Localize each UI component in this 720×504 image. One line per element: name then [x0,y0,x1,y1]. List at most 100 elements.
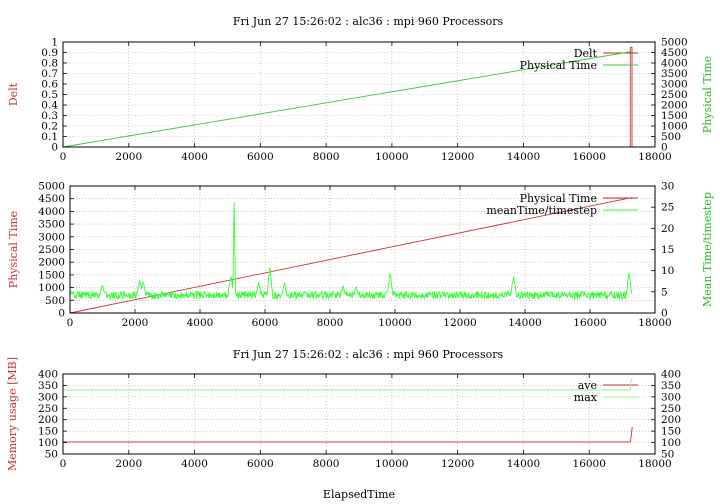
y-tick-label: 400 [38,369,58,381]
y-tick-label: 0.4 [41,100,58,112]
x-tick-label: 12000 [441,458,474,470]
series-line-2 [63,377,633,391]
y2-tick-label: 150 [661,426,681,438]
series-line-2 [62,51,633,148]
y-tick-label: 0 [58,308,65,320]
x-tick-label: 14000 [507,458,540,470]
y2-tick-label: 350 [661,380,681,392]
y-axis-label: Memory usage [MB] [6,357,19,471]
x-tick-label: 12000 [441,151,474,163]
y2-tick-label: 200 [661,414,681,426]
series-line-2 [69,202,633,301]
x-tick-label: 2000 [122,317,149,329]
y2-tick-label: 500 [661,131,681,143]
y-tick-label: 0.7 [41,68,58,80]
x-tick-label: 0 [60,151,67,163]
x-tick-label: 6000 [247,151,274,163]
y-tick-label: 150 [38,426,58,438]
x-tick-label: 18000 [638,458,671,470]
x-axis-label: ElapsedTime [323,488,395,501]
x-tick-label: 4000 [181,458,208,470]
y2-tick-label: 2500 [661,89,688,101]
x-tick-label: 18000 [638,317,671,329]
legend-label: max [574,391,598,404]
y-axis-label: Delt [7,82,20,106]
x-tick-label: 16000 [573,458,606,470]
legend-label: ave [578,379,597,392]
x-tick-label: 8000 [313,458,340,470]
x-tick-label: 8000 [317,317,344,329]
y2-axis-label: Mean Time/timestep [701,192,714,307]
chart-title: Fri Jun 27 15:26:02 : alc36 : mpi 960 Pr… [233,348,504,361]
y-tick-label: 5000 [38,181,65,193]
series-line-1 [63,426,633,443]
y2-tick-label: 400 [661,369,681,381]
chart-title: Fri Jun 27 15:26:02 : alc36 : mpi 960 Pr… [233,15,504,28]
y2-tick-label: 3000 [661,79,688,91]
y2-tick-label: 1500 [661,110,688,122]
y-tick-label: 0.8 [41,58,58,70]
y-tick-label: 1000 [38,282,65,294]
y2-tick-label: 4000 [661,58,688,70]
x-tick-label: 4000 [181,151,208,163]
legend-label: Delt [574,47,598,60]
y-tick-label: 200 [38,414,58,426]
y-tick-label: 0 [51,142,58,154]
x-tick-label: 4000 [187,317,214,329]
y-tick-label: 4000 [38,206,65,218]
y-tick-label: 0.1 [41,131,58,143]
x-tick-label: 16000 [573,317,606,329]
y2-axis-label: Physical Time [701,56,714,133]
x-tick-label: 14000 [507,151,540,163]
y2-tick-label: 3500 [661,68,688,80]
x-tick-label: 2000 [115,458,142,470]
x-tick-label: 0 [60,458,67,470]
legend-label: Physical Time [520,192,597,205]
y-tick-label: 4500 [38,193,65,205]
y-tick-label: 300 [38,391,58,403]
y-tick-label: 2000 [38,257,65,269]
y-tick-label: 50 [45,449,58,461]
y2-tick-label: 50 [661,449,674,461]
y2-tick-label: 5 [661,286,668,298]
x-tick-label: 14000 [508,317,541,329]
x-tick-label: 12000 [443,317,476,329]
y2-tick-label: 15 [661,244,674,256]
y-tick-label: 0.9 [41,47,58,59]
y2-tick-label: 300 [661,391,681,403]
x-tick-label: 10000 [378,317,411,329]
y-tick-label: 0.5 [41,89,58,101]
x-tick-label: 2000 [115,151,142,163]
y-tick-label: 3000 [38,231,65,243]
y2-tick-label: 25 [661,202,674,214]
y-tick-label: 100 [38,437,58,449]
y-tick-label: 350 [38,380,58,392]
legend-label: Physical Time [520,59,597,72]
y2-tick-label: 1000 [661,121,688,133]
y2-tick-label: 0 [661,142,668,154]
y-tick-label: 0.2 [41,121,58,133]
y-tick-label: 2500 [38,244,65,256]
x-tick-label: 0 [67,317,74,329]
y2-tick-label: 4500 [661,47,688,59]
y2-tick-label: 100 [661,437,681,449]
x-tick-label: 10000 [375,151,408,163]
x-tick-label: 6000 [247,458,274,470]
y2-tick-label: 20 [661,223,674,235]
y-tick-label: 0.3 [41,110,58,122]
y2-tick-label: 10 [661,265,674,277]
y2-tick-label: 2000 [661,100,688,112]
y-axis-label: Physical Time [7,211,20,288]
y2-tick-label: 5000 [661,37,688,49]
y2-tick-label: 0 [661,308,668,320]
y2-tick-label: 30 [661,181,674,193]
x-tick-label: 18000 [638,151,671,163]
y2-tick-label: 250 [661,403,681,415]
x-tick-label: 8000 [313,151,340,163]
y-tick-label: 500 [45,295,65,307]
legend-label: meanTime/timestep [486,204,597,217]
y-tick-label: 1 [51,37,58,49]
y-tick-label: 1500 [38,269,65,281]
plot-frame [62,41,656,148]
